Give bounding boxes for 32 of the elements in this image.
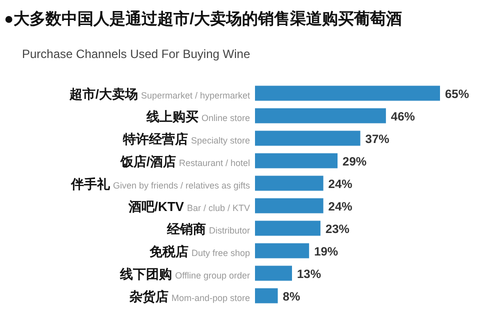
data-label: 23% [325,222,350,236]
bar [255,153,338,168]
y-tick-label: 超市/大卖场 Supermarket / hypermarket [68,86,250,102]
bar [255,266,292,281]
chart-title: ●大多数中国人是通过超市/大卖场的销售渠道购买葡萄酒 [4,10,402,28]
data-label: 29% [342,154,367,168]
bar [255,130,360,146]
bar [255,243,310,258]
bar [255,176,324,191]
y-tick-label: 免税店 Duty free shop [148,244,250,259]
y-tick-label: 线上购买 Online store [145,108,250,124]
data-label: 24% [328,199,353,214]
data-label: 65% [445,86,470,101]
data-label: 24% [328,176,353,191]
bar [255,288,278,304]
data-label: 37% [365,132,390,146]
data-label: 13% [297,266,322,281]
y-tick-label: 杂货店 Mom-and-pop store [128,288,250,304]
data-label: 19% [314,244,338,258]
bar [255,108,386,124]
y-tick-label: 酒吧/KTV Bar / club / KTV [127,198,250,214]
bar [255,198,324,214]
text: Purchase Channels Used For Buying Wine [22,47,250,61]
data-label: 8% [282,289,300,304]
bar [255,86,440,101]
data-label: 46% [390,109,416,124]
y-tick-label: 经销商 Distributor [166,221,250,236]
y-tick-label: 特许经营店 Specialty store [122,131,250,146]
bar [255,220,320,236]
y-tick-label: 线下团购 Offline group order [119,266,250,282]
y-tick-label: 饭店/酒店 Restaurant / hotel [119,154,250,169]
y-tick-label: 伴手礼 Given by friends / relatives as gifts [70,176,250,192]
